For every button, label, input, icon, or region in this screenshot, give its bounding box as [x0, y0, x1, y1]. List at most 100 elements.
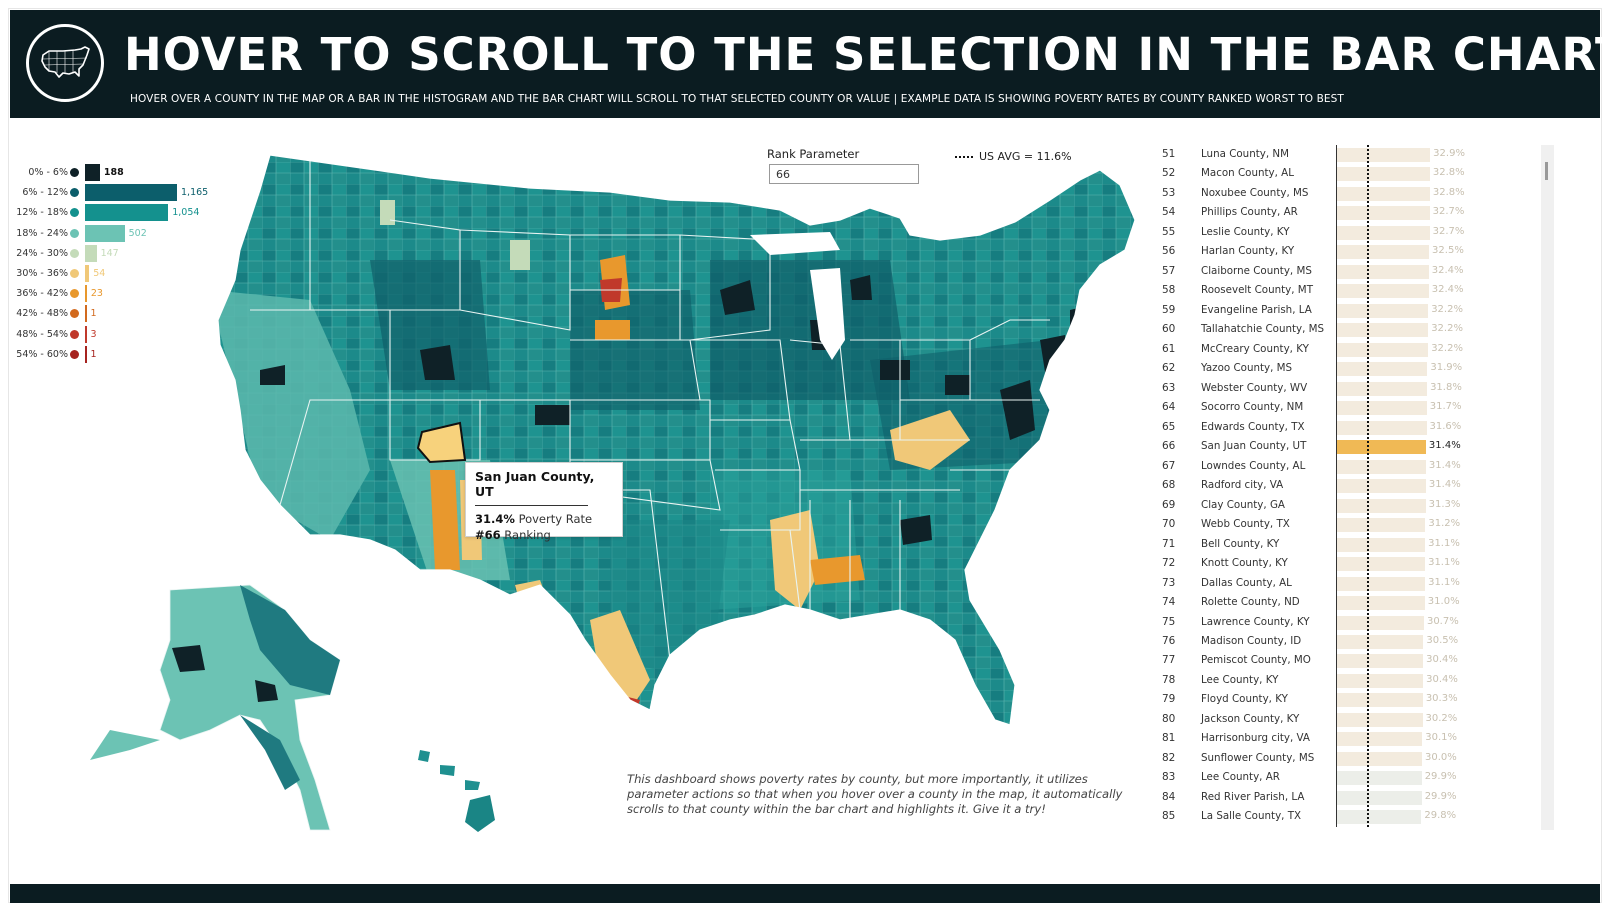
bar-chart-row[interactable]: 80 Jackson County, KY 30.2% [1150, 710, 1457, 730]
bar[interactable] [1337, 693, 1423, 708]
bar-chart-row[interactable]: 78 Lee County, KY 30.4% [1150, 671, 1458, 691]
bar-chart-row[interactable]: 58 Roosevelt County, MT 32.4% [1150, 281, 1464, 301]
bar[interactable] [1337, 751, 1422, 766]
us-county-map[interactable] [10, 140, 1160, 860]
bar[interactable] [1337, 732, 1423, 747]
histogram-bar[interactable] [85, 164, 100, 181]
ranked-bar-chart[interactable]: 51 Luna County, NM 32.9% 52 Macon County, AL… [1150, 145, 1540, 830]
bar-chart-row[interactable]: 67 Lowndes County, AL 31.4% [1150, 457, 1461, 477]
bar-chart-scrollbar[interactable] [1541, 145, 1554, 830]
bar[interactable] [1337, 712, 1423, 727]
histogram-bar[interactable] [85, 184, 177, 202]
bar[interactable] [1337, 537, 1426, 552]
histogram-bin-label: 12% - 18% [16, 207, 68, 219]
histogram-bar[interactable] [85, 224, 125, 242]
bar[interactable] [1337, 654, 1424, 669]
bar-chart-row[interactable]: 64 Socorro County, NM 31.7% [1150, 398, 1462, 418]
histogram-row[interactable]: 24% - 30% 147 [16, 244, 246, 264]
bar[interactable] [1337, 635, 1424, 649]
histogram-row[interactable]: 0% - 6% 188 [16, 163, 246, 183]
bar[interactable] [1337, 615, 1424, 630]
histogram-row[interactable]: 48% - 54% 3 [16, 325, 246, 345]
bar[interactable] [1337, 771, 1422, 786]
bar[interactable] [1337, 323, 1429, 338]
histogram-row[interactable]: 42% - 48% 1 [16, 304, 246, 324]
bar-chart-row[interactable]: 52 Macon County, AL 32.8% [1150, 164, 1465, 184]
histogram-row[interactable]: 36% - 42% 23 [16, 284, 246, 304]
bar-chart-row[interactable]: 55 Leslie County, KY 32.7% [1150, 223, 1464, 243]
bar[interactable] [1337, 342, 1429, 357]
bar[interactable] [1337, 186, 1430, 201]
bar[interactable] [1337, 381, 1428, 396]
hawaii-counties[interactable] [418, 750, 495, 832]
bar-chart-row[interactable]: 76 Madison County, ID 30.5% [1150, 632, 1458, 652]
bar[interactable] [1337, 459, 1426, 474]
histogram-bar[interactable] [85, 345, 87, 363]
bar[interactable] [1337, 206, 1430, 221]
bar-chart-row[interactable]: 62 Yazoo County, MS 31.9% [1150, 359, 1462, 379]
histogram-bar[interactable] [85, 244, 97, 262]
bar[interactable] [1337, 245, 1430, 260]
bar[interactable] [1337, 596, 1425, 611]
bar[interactable] [1337, 518, 1426, 533]
bar-chart-row[interactable]: 75 Lawrence County, KY 30.7% [1150, 613, 1459, 633]
bar[interactable] [1337, 284, 1429, 299]
bar[interactable] [1337, 264, 1429, 279]
bar-selected[interactable] [1337, 440, 1426, 455]
bar-chart-row[interactable]: 61 McCreary County, KY 32.2% [1150, 340, 1463, 360]
bar[interactable] [1337, 148, 1431, 162]
bar[interactable] [1337, 401, 1427, 416]
histogram-bar[interactable] [85, 325, 87, 343]
histogram-row[interactable]: 54% - 60% 1 [16, 345, 246, 365]
bar-chart-row[interactable]: 81 Harrisonburg city, VA 30.1% [1150, 729, 1457, 749]
histogram-row[interactable]: 30% - 36% 54 [16, 264, 246, 284]
bar-chart-row[interactable]: 65 Edwards County, TX 31.6% [1150, 418, 1461, 438]
alaska-counties[interactable] [90, 584, 341, 831]
bar-chart-row[interactable]: 73 Dallas County, AL 31.1% [1150, 574, 1460, 594]
histogram-row[interactable]: 12% - 18% 1,054 [16, 203, 246, 223]
bar[interactable] [1337, 673, 1424, 688]
bar-chart-row[interactable]: 51 Luna County, NM 32.9% [1150, 145, 1465, 165]
bar-chart-row[interactable]: 72 Knott County, KY 31.1% [1150, 554, 1460, 574]
bar-chart-row[interactable]: 83 Lee County, AR 29.9% [1150, 768, 1456, 788]
bar-chart-row[interactable]: 53 Noxubee County, MS 32.8% [1150, 184, 1465, 204]
bar-chart-row[interactable]: 56 Harlan County, KY 32.5% [1150, 242, 1464, 262]
histogram-bar[interactable] [85, 204, 169, 222]
bar-chart-row[interactable]: 60 Tallahatchie County, MS 32.2% [1150, 320, 1463, 340]
histogram-bar[interactable] [85, 305, 87, 323]
bar[interactable] [1337, 479, 1426, 494]
bar-chart-row[interactable]: 59 Evangeline Parish, LA 32.2% [1150, 301, 1463, 321]
rank-parameter-input[interactable] [769, 164, 919, 184]
histogram-bar[interactable] [85, 264, 90, 282]
bar[interactable] [1337, 498, 1426, 513]
bar[interactable] [1337, 167, 1430, 182]
histogram-row[interactable]: 18% - 24% 502 [16, 224, 246, 244]
bar-chart-row[interactable]: 70 Webb County, TX 31.2% [1150, 515, 1460, 535]
bar-chart-row[interactable]: 74 Rolette County, ND 31.0% [1150, 593, 1460, 613]
bar[interactable] [1337, 225, 1430, 240]
bar[interactable] [1337, 420, 1427, 435]
scrollbar-thumb[interactable] [1545, 162, 1548, 180]
selected-county-san-juan[interactable] [416, 421, 467, 464]
bar[interactable] [1337, 557, 1426, 572]
bar-chart-row[interactable]: 69 Clay County, GA 31.3% [1150, 496, 1460, 516]
bar-chart-row[interactable]: 54 Phillips County, AR 32.7% [1150, 203, 1464, 223]
bar[interactable] [1337, 810, 1422, 825]
bar-chart-row[interactable]: 79 Floyd County, KY 30.3% [1150, 690, 1458, 710]
histogram-count: 502 [128, 227, 147, 239]
bar-chart-row[interactable]: 77 Pemiscot County, MO 30.4% [1150, 651, 1458, 671]
bar-chart-row[interactable]: 63 Webster County, WV 31.8% [1150, 379, 1462, 399]
histogram-row[interactable]: 6% - 12% 1,165 [16, 183, 246, 203]
bar-chart-row[interactable]: 82 Sunflower County, MS 30.0% [1150, 749, 1457, 769]
bar-chart-row[interactable]: 66 San Juan County, UT 31.4% [1150, 437, 1461, 457]
bar-chart-row[interactable]: 85 La Salle County, TX 29.8% [1150, 807, 1456, 827]
bar-chart-row[interactable]: 68 Radford city, VA 31.4% [1150, 476, 1461, 496]
bar-chart-row[interactable]: 84 Red River Parish, LA 29.9% [1150, 788, 1456, 808]
bar[interactable] [1337, 790, 1422, 805]
bar[interactable] [1337, 303, 1429, 318]
bar[interactable] [1337, 576, 1426, 591]
bar-chart-row[interactable]: 71 Bell County, KY 31.1% [1150, 535, 1460, 555]
bar[interactable] [1337, 362, 1428, 377]
histogram-bar[interactable] [85, 285, 87, 303]
bar-chart-row[interactable]: 57 Claiborne County, MS 32.4% [1150, 262, 1464, 282]
